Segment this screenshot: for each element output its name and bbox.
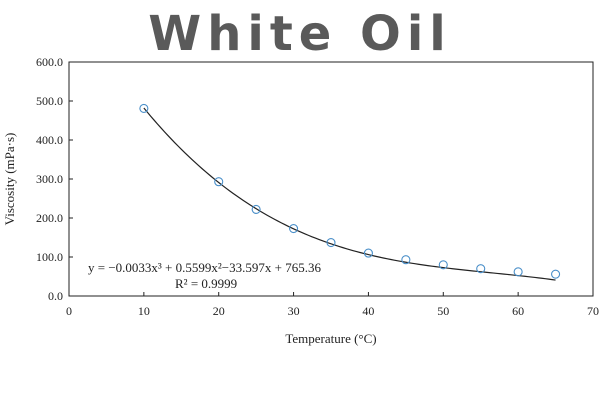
y-tick-label: 400.0 [36, 133, 63, 147]
x-tick-label: 30 [288, 304, 300, 318]
x-tick-label: 40 [362, 304, 374, 318]
x-tick-label: 20 [213, 304, 225, 318]
data-point [326, 238, 336, 248]
y-tick-label: 0.0 [48, 289, 63, 303]
data-point [251, 204, 261, 214]
data-point [513, 267, 523, 277]
y-tick-label: 600.0 [36, 55, 63, 69]
fit-curve [143, 107, 556, 281]
data-point [289, 223, 299, 234]
x-tick-label: 50 [437, 304, 449, 318]
ticks: 0 10 20 30 40 50 60 70 0.0 100.0 200.0 300.0 400.0 50… [36, 55, 599, 318]
data-point [363, 248, 373, 258]
x-tick-label: 70 [587, 304, 599, 318]
x-axis-label: Temperature (°C) [285, 331, 376, 346]
data-point [214, 177, 224, 187]
y-tick-label: 500.0 [36, 94, 63, 108]
x-tick-label: 0 [66, 304, 72, 318]
data-point [401, 255, 411, 265]
x-tick-label: 10 [138, 304, 150, 318]
data-point [551, 269, 561, 279]
y-tick-label: 100.0 [36, 250, 63, 264]
y-tick-label: 200.0 [36, 211, 63, 225]
chart-title: White Oil [148, 6, 452, 62]
y-tick-label: 300.0 [36, 172, 63, 186]
data-point [139, 103, 149, 113]
data-points [139, 103, 561, 279]
x-tick-label: 60 [512, 304, 524, 318]
fit-equation: y = −0.0033x³ + 0.5599x²−33.597x + 765.3… [88, 260, 321, 275]
fit-r-squared: R² = 0.9999 [175, 276, 237, 291]
data-point [438, 260, 448, 270]
data-point [476, 264, 486, 274]
y-axis-label: Viscosity (mPa·s) [2, 133, 17, 226]
